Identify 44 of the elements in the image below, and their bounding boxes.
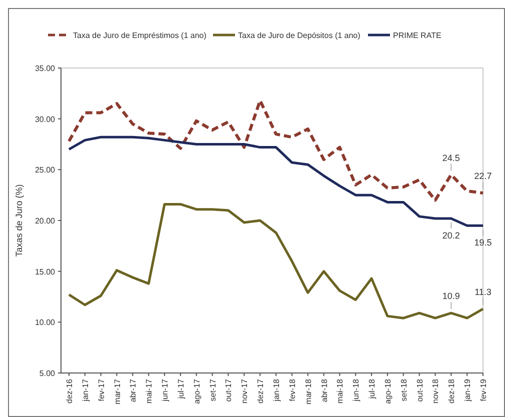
- data-label: 22.7: [474, 171, 492, 182]
- data-label: 24.5: [442, 152, 460, 163]
- y-tick-label: 10.00: [34, 318, 56, 328]
- data-label: 20.2: [442, 230, 460, 240]
- x-tick-label: set-18: [399, 378, 408, 402]
- data-label: 11.3: [474, 286, 492, 297]
- x-tick-label: jun-18: [352, 378, 361, 402]
- x-tick-label: dez-18: [447, 378, 456, 404]
- x-tick-label: dez-16: [65, 378, 74, 404]
- x-tick-label: jan-19: [463, 378, 472, 402]
- x-tick-label: out-17: [224, 378, 234, 402]
- legend-label: Taxa de Juro de Empréstimos (1 ano): [73, 31, 207, 40]
- x-tick-label: mar-17: [112, 378, 122, 404]
- y-tick-label: 25.00: [34, 166, 56, 175]
- x-tick-label: ago-17: [192, 378, 202, 404]
- x-tick-label: abr-18: [320, 378, 329, 402]
- y-tick-label: 5.00: [39, 369, 56, 378]
- data-label: 10.9: [442, 291, 460, 302]
- x-tick-label: nov-18: [431, 378, 440, 404]
- x-tick-label: fev-18: [288, 378, 297, 402]
- x-tick-label: dez-17: [256, 378, 266, 404]
- x-tick-label: fev-19: [479, 378, 488, 402]
- x-tick-label: mar-18: [304, 378, 313, 404]
- x-tick-label: jul-17: [176, 378, 186, 400]
- data-label: 19.5: [474, 238, 492, 248]
- x-tick-label: out-18: [415, 378, 424, 402]
- y-tick-label: 15.00: [34, 267, 56, 276]
- x-tick-label: jan-17: [80, 378, 90, 402]
- x-tick-label: ago-18: [383, 378, 392, 404]
- x-tick-label: nov-17: [240, 378, 250, 404]
- x-tick-label: set-17: [208, 378, 218, 402]
- y-axis-title: Taxas de Juro (%): [14, 184, 24, 257]
- y-tick-label: 30.00: [34, 114, 56, 124]
- x-tick-label: jun-17: [160, 378, 170, 402]
- legend-label: Taxa de Juro de Depósitos (1 ano): [238, 31, 361, 40]
- x-tick-label: jan-18: [272, 378, 281, 402]
- x-tick-label: mai-17: [144, 378, 154, 404]
- x-tick-label: jul-18: [368, 378, 377, 400]
- y-tick-label: 35.00: [34, 64, 56, 73]
- x-tick-label: fev-17: [96, 378, 106, 402]
- x-tick-label: abr-17: [128, 378, 138, 402]
- y-tick-label: 20.00: [34, 216, 56, 226]
- legend-label: PRIME RATE: [393, 31, 442, 40]
- x-tick-label: mai-18: [336, 378, 345, 404]
